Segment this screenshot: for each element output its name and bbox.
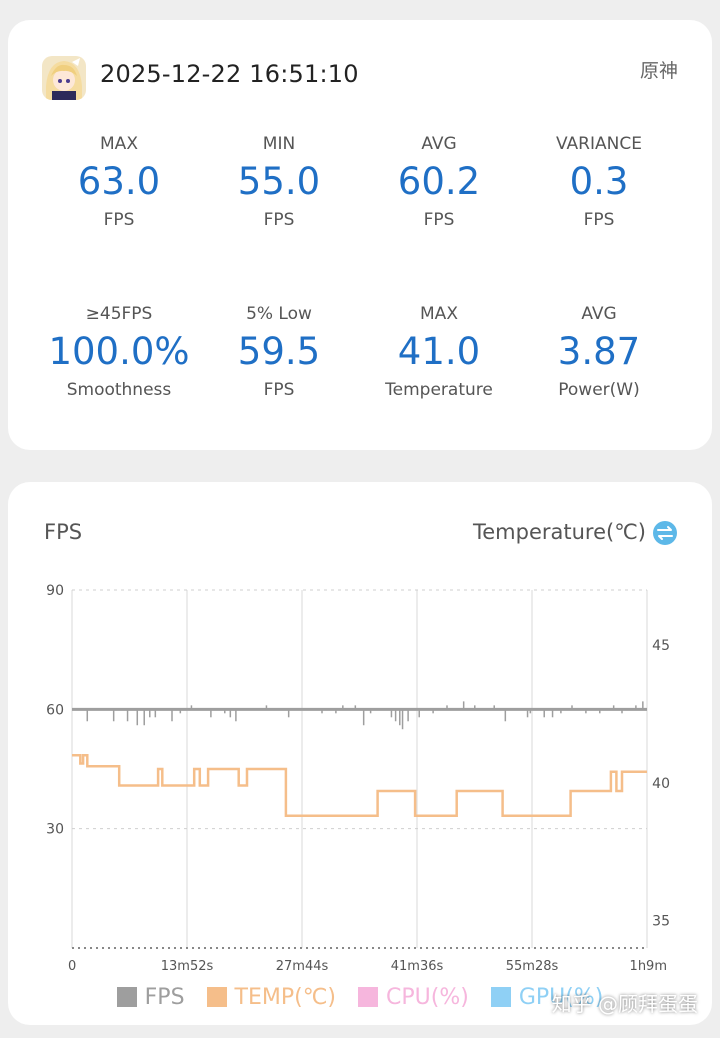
y-right-tick-label: 45 xyxy=(652,638,670,654)
legend-label-fps: FPS xyxy=(144,984,185,1010)
chart-card: FPS Temperature(℃) 0 13m52s 27m44s 41m36s 55… xyxy=(8,482,712,1025)
legend-swatch-cpu xyxy=(358,987,379,1007)
stat-value: 0.3 xyxy=(569,160,629,203)
game-avatar-icon xyxy=(42,56,86,100)
stat-value: 41.0 xyxy=(397,330,481,373)
stat-variance-fps: VARIANCE 0.3 FPS xyxy=(519,132,679,232)
legend-label-temp: TEMP(℃) xyxy=(234,984,337,1010)
legend-swatch-fps xyxy=(116,987,137,1007)
y-right-tick-label: 40 xyxy=(652,776,670,792)
stat-label: MAX xyxy=(100,134,138,154)
stat-unit: FPS xyxy=(263,380,295,400)
stat-value: 60.2 xyxy=(397,160,481,203)
stat-unit: FPS xyxy=(263,210,295,230)
stat-avg-fps: AVG 60.2 FPS xyxy=(359,132,519,232)
stats-card: 2025-12-22 16:51:10 原神 MAX 63.0 FPS MIN … xyxy=(8,20,712,450)
game-name: 原神 xyxy=(639,60,678,82)
stat-5pct-low: 5% Low 59.5 FPS xyxy=(199,302,359,402)
stat-label: ≥45FPS xyxy=(85,304,153,324)
x-tick-label: 55m28s xyxy=(506,959,559,974)
stat-label: MIN xyxy=(262,134,296,154)
legend-item-gpu[interactable]: GPU(%) xyxy=(490,984,604,1010)
stat-unit: FPS xyxy=(583,210,615,230)
legend-label-gpu: GPU(%) xyxy=(518,984,604,1010)
x-tick-label: 0 xyxy=(68,959,76,974)
stat-max-temperature: MAX 41.0 Temperature xyxy=(359,302,519,402)
legend-item-cpu[interactable]: CPU(%) xyxy=(358,985,469,1010)
temperature-series-line xyxy=(72,753,647,818)
stat-smoothness: ≥45FPS 100.0% Smoothness xyxy=(39,302,199,402)
stat-unit: Smoothness xyxy=(66,380,172,400)
y-left-tick-label: 90 xyxy=(46,583,64,599)
stat-label: MAX xyxy=(420,304,458,324)
fps-temperature-chart: 0 13m52s 27m44s 41m36s 55m28s 1h9m 90 60 30 45 40 3… xyxy=(46,583,670,974)
stat-value: 63.0 xyxy=(77,160,161,203)
stat-value: 3.87 xyxy=(557,330,641,373)
stat-value: 100.0% xyxy=(48,330,190,373)
stat-unit: Power(W) xyxy=(558,380,640,400)
x-tick-label: 27m44s xyxy=(276,959,329,974)
stat-unit: Temperature xyxy=(385,380,493,400)
stat-min-fps: MIN 55.0 FPS xyxy=(199,132,359,232)
stat-max-fps: MAX 63.0 FPS xyxy=(39,132,199,232)
y-left-tick-label: 30 xyxy=(46,822,64,838)
chart-legend: FPS TEMP(℃) CPU(%) GPU(%) xyxy=(8,982,712,1012)
left-axis-title: FPS xyxy=(44,520,83,544)
watermark: 知乎 @顾拜蛋蛋 xyxy=(551,992,698,1016)
stat-avg-power: AVG 3.87 Power(W) xyxy=(519,302,679,402)
y-right-tick-label: 35 xyxy=(652,913,670,929)
stat-unit: FPS xyxy=(423,210,455,230)
stat-label: VARIANCE xyxy=(556,134,642,154)
swap-arrows-icon[interactable] xyxy=(652,520,678,546)
stat-unit: FPS xyxy=(103,210,135,230)
legend-swatch-gpu xyxy=(490,987,511,1007)
legend-item-fps[interactable]: FPS xyxy=(116,984,185,1010)
stat-label: AVG xyxy=(581,304,617,324)
x-tick-label: 1h9m xyxy=(630,959,667,974)
stat-value: 55.0 xyxy=(237,160,321,203)
legend-swatch-temp xyxy=(206,987,227,1007)
stat-label: 5% Low xyxy=(246,304,312,324)
legend-label-cpu: CPU(%) xyxy=(386,984,469,1010)
stat-label: AVG xyxy=(421,134,457,154)
stat-value: 59.5 xyxy=(237,330,321,373)
legend-item-temp[interactable]: TEMP(℃) xyxy=(206,984,337,1010)
x-tick-label: 41m36s xyxy=(391,959,444,974)
x-tick-label: 13m52s xyxy=(161,959,214,974)
right-axis-title: Temperature(℃) xyxy=(473,520,646,544)
session-datetime: 2025-12-22 16:51:10 xyxy=(100,60,359,88)
y-left-tick-label: 60 xyxy=(46,702,64,718)
